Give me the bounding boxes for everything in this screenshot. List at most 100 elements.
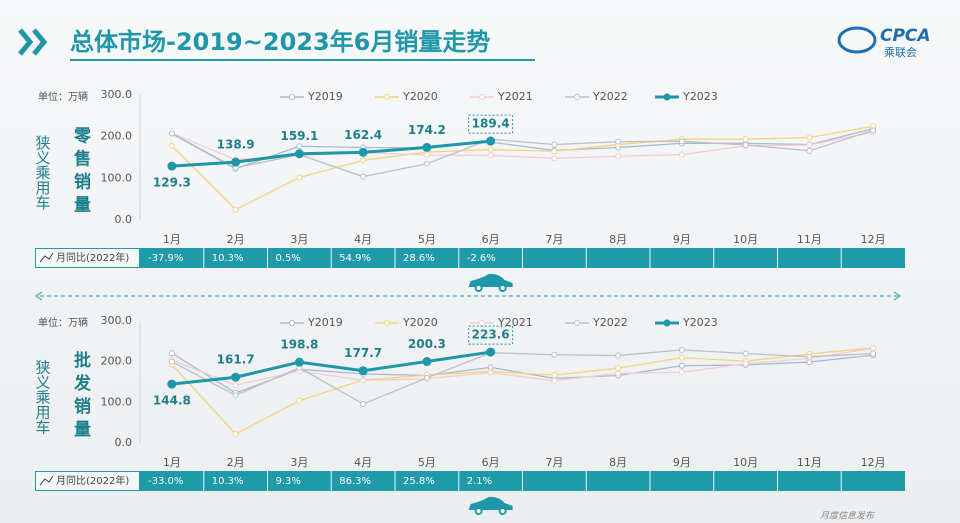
legend-marker [479,320,485,326]
yoy-label: 月同比(2022年) [56,474,129,487]
x-tick-label: 9月 [673,456,691,469]
x-tick-label: 12月 [861,456,886,469]
yoy-value: -2.6% [467,253,496,264]
yoy-value: 9.3% [276,476,301,487]
x-tick-label: 3月 [290,233,308,246]
point [486,347,496,357]
point [615,153,622,160]
yoy-value: 28.6% [403,253,435,264]
legend-label: Y2023 [682,90,718,103]
yoy-label-cell [36,249,139,267]
legend-marker [289,320,295,326]
point [678,151,685,158]
point [231,157,241,167]
title-icon [18,28,48,56]
point [486,136,496,146]
x-tick-label: 10月 [733,456,758,469]
y-tick-label: 200.0 [101,355,133,368]
data-label: 223.6 [472,328,510,342]
data-label: 144.8 [153,394,191,408]
yoy-value: 2.1% [467,476,492,487]
x-tick-label: 11月 [797,456,822,469]
yoy-value: -37.9% [148,253,183,264]
x-tick-label: 6月 [482,456,500,469]
x-tick-label: 2月 [227,233,245,246]
x-tick-label: 1月 [163,456,181,469]
x-tick-label: 3月 [290,456,308,469]
car-wheel [498,507,507,515]
car-icon [468,496,513,510]
point [168,142,175,149]
x-tick-label: 5月 [418,233,436,246]
x-tick-label: 1月 [163,233,181,246]
series-line [171,128,874,170]
point [806,142,813,148]
point [360,173,367,180]
point [422,357,432,367]
page-title: 总体市场-2019~2023年6月销量走势 [70,28,490,56]
point [806,134,813,141]
yoy-icon [39,475,54,486]
point [551,377,558,384]
point [551,155,558,162]
yoy-row [35,471,905,491]
point [296,397,303,404]
point [742,142,749,148]
yoy-value: 86.3% [339,476,371,487]
chart-subtitle: 零售销量 [70,126,92,218]
legend-label: Y2020 [402,90,438,103]
legend-label: Y2022 [592,316,628,329]
point [678,346,685,353]
y-tick-label: 300.0 [101,314,133,327]
chart-subtitle: 批发销量 [70,350,92,443]
point [168,130,175,137]
point [551,351,558,358]
series-line [171,125,874,211]
divider-arrow [893,291,901,301]
yoy-row [35,248,905,268]
series-line [171,139,491,168]
y-tick-label: 300.0 [101,88,133,101]
logo-sub: 乘联会 [884,46,917,59]
series-line [171,129,874,178]
point [870,350,877,357]
yoy-value: 10.3% [212,476,244,487]
x-tick-label: 9月 [673,233,691,246]
point [296,143,303,150]
point [806,147,813,154]
point [360,157,367,164]
yoy-label-cell [36,472,139,490]
point [168,350,175,357]
unit-label: 单位：万辆 [38,90,88,103]
data-label: 138.9 [217,138,255,152]
point [360,400,367,407]
data-label: 159.1 [280,129,318,143]
series-line [171,347,874,435]
y-tick-label: 0.0 [115,213,133,226]
point [358,147,368,157]
x-tick-label: 4月 [354,456,372,469]
point [487,152,494,159]
point [742,360,749,367]
legend-marker [574,94,580,100]
series-line [171,349,874,405]
point [678,369,685,376]
yoy-value: 10.3% [212,253,244,264]
point [232,392,239,399]
point [742,136,749,143]
point [551,372,558,379]
legend-marker [384,94,390,100]
data-label: 129.3 [153,176,191,190]
yoy-label: 月同比(2022年) [56,251,129,264]
legend-marker [384,320,390,326]
point [294,149,304,159]
point [423,374,430,381]
y-tick-label: 0.0 [115,436,133,449]
data-label: 200.3 [408,337,446,351]
x-tick-label: 4月 [354,233,372,246]
point [423,160,430,167]
point [358,366,368,376]
series-line [171,350,491,386]
logo-text: CPCA [880,26,931,46]
